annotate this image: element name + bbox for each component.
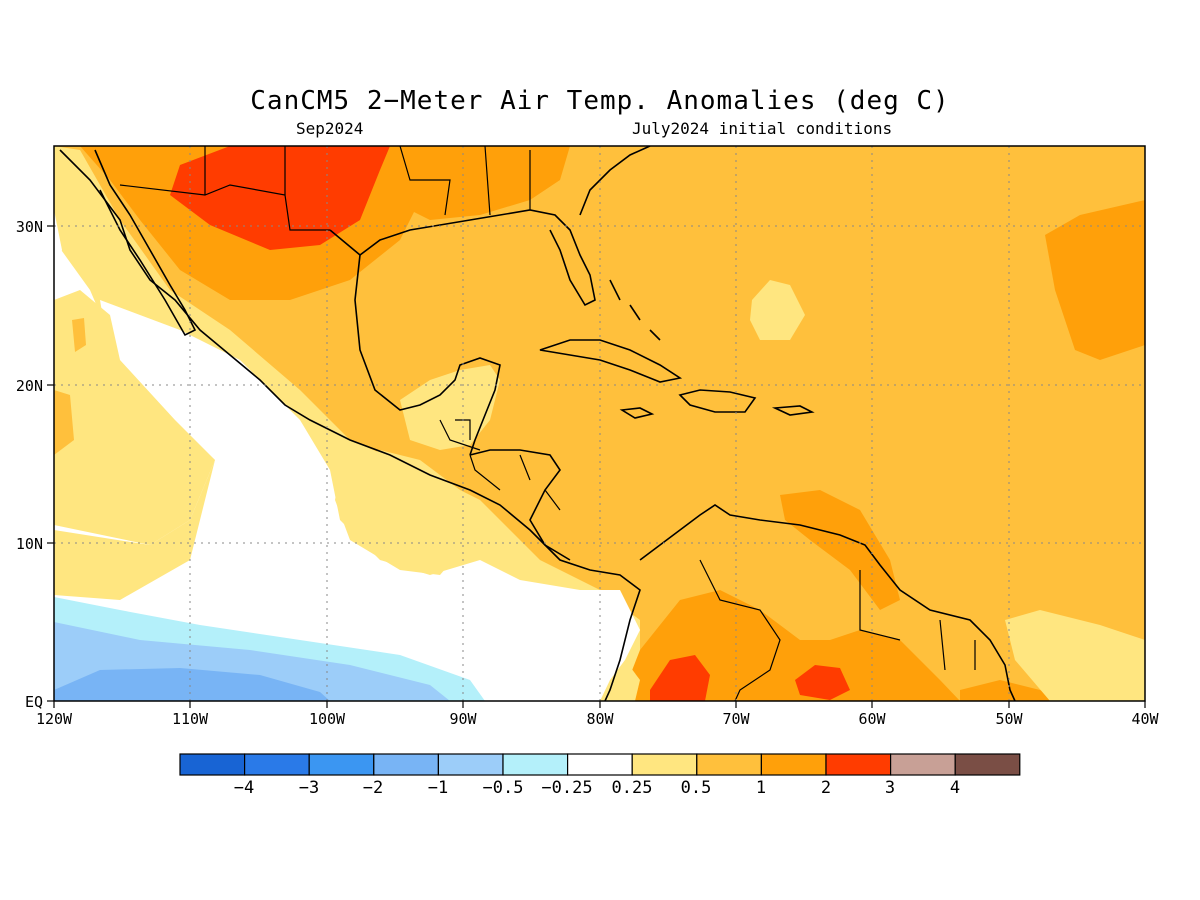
- field-0.25-0.5-atlantic: [750, 280, 805, 340]
- colorbar-label: 0.25: [612, 778, 653, 798]
- field-1-2-us-gulf: [400, 146, 570, 220]
- field-0.5-1-edge: [54, 390, 74, 455]
- field-neutral-east-pacific: [54, 300, 640, 701]
- country-borders: [119, 146, 976, 701]
- colorbar-swatch: [179, 753, 246, 776]
- colorbar-swatch: [566, 753, 633, 776]
- colorbar-label: −0.5: [483, 778, 524, 798]
- field-0.25-0.5-yucatan: [400, 365, 500, 450]
- initial-conditions: July2024 initial conditions: [632, 119, 893, 138]
- anomaly-field: [54, 146, 1145, 701]
- x-tick-label: 40W: [1131, 710, 1159, 728]
- colorbar-label: −1: [428, 778, 448, 798]
- field-1-2-venezuela: [780, 490, 900, 610]
- colorbar-swatch: [308, 753, 375, 776]
- map-title: CanCM5 2−Meter Air Temp. Anomalies (deg …: [250, 86, 950, 116]
- colorbar-label: 1: [756, 778, 766, 798]
- colorbar-label: −3: [299, 778, 319, 798]
- colorbar-label: 4: [950, 778, 960, 798]
- colorbar-swatch: [760, 753, 827, 776]
- colorbar-swatch: [373, 753, 439, 776]
- x-tick-label: 70W: [722, 710, 750, 728]
- y-tick-label: 10N: [16, 535, 43, 553]
- colorbar-label: 0.5: [681, 778, 712, 798]
- forecast-month: Sep2024: [296, 119, 364, 138]
- field-2-3-amazon: [795, 665, 850, 700]
- x-axis-labels: 120W 110W 100W 90W 80W 70W 60W 50W 40W: [36, 710, 1160, 728]
- x-tick-label: 80W: [586, 710, 614, 728]
- colorbar-label: 2: [821, 778, 831, 798]
- colorbar-label: −0.25: [541, 778, 592, 798]
- field-1-2-atlantic: [1045, 200, 1145, 360]
- x-tick-label: 110W: [172, 710, 209, 728]
- field-0.25-0.5-brazil: [1005, 610, 1145, 701]
- field-2-3-colombia: [650, 655, 710, 701]
- coastlines: [59, 146, 1016, 701]
- colorbar-swatch: [244, 753, 310, 776]
- field-0.25-0.5-central: [335, 450, 470, 575]
- x-tick-label: 90W: [449, 710, 477, 728]
- field-0.25-0.5-blob: [54, 290, 215, 545]
- field-2-3-north: [170, 146, 390, 250]
- graticule: [54, 146, 1145, 701]
- colorbar-swatch: [631, 753, 698, 776]
- x-tick-label: 60W: [858, 710, 886, 728]
- tick-marks: [47, 225, 1146, 708]
- y-tick-label: 20N: [16, 377, 43, 395]
- x-tick-label: 50W: [995, 710, 1023, 728]
- colorbar-swatch: [889, 753, 956, 776]
- colorbar-swatch: [502, 753, 569, 776]
- colorbar-label: 3: [885, 778, 895, 798]
- y-axis-labels: EQ 10N 20N 30N: [16, 218, 43, 711]
- y-tick-label: 30N: [16, 218, 43, 236]
- field-neg-1: [54, 668, 330, 701]
- x-tick-label: 100W: [309, 710, 346, 728]
- x-tick-label: 120W: [36, 710, 73, 728]
- colorbar-swatch: [954, 753, 1021, 776]
- field-neutral-coast: [54, 210, 62, 270]
- colorbar: [179, 753, 1021, 776]
- colorbar-labels: −4 −3 −2 −1 −0.5 −0.25 0.25 0.5 1 2 3 4: [234, 778, 960, 798]
- colorbar-swatch: [696, 753, 762, 776]
- colorbar-swatch: [437, 753, 504, 776]
- y-tick-label: EQ: [25, 693, 43, 711]
- colorbar-label: −4: [234, 778, 254, 798]
- colorbar-label: −2: [363, 778, 383, 798]
- field-0.5-1-small: [72, 318, 86, 352]
- colorbar-swatch: [825, 753, 892, 776]
